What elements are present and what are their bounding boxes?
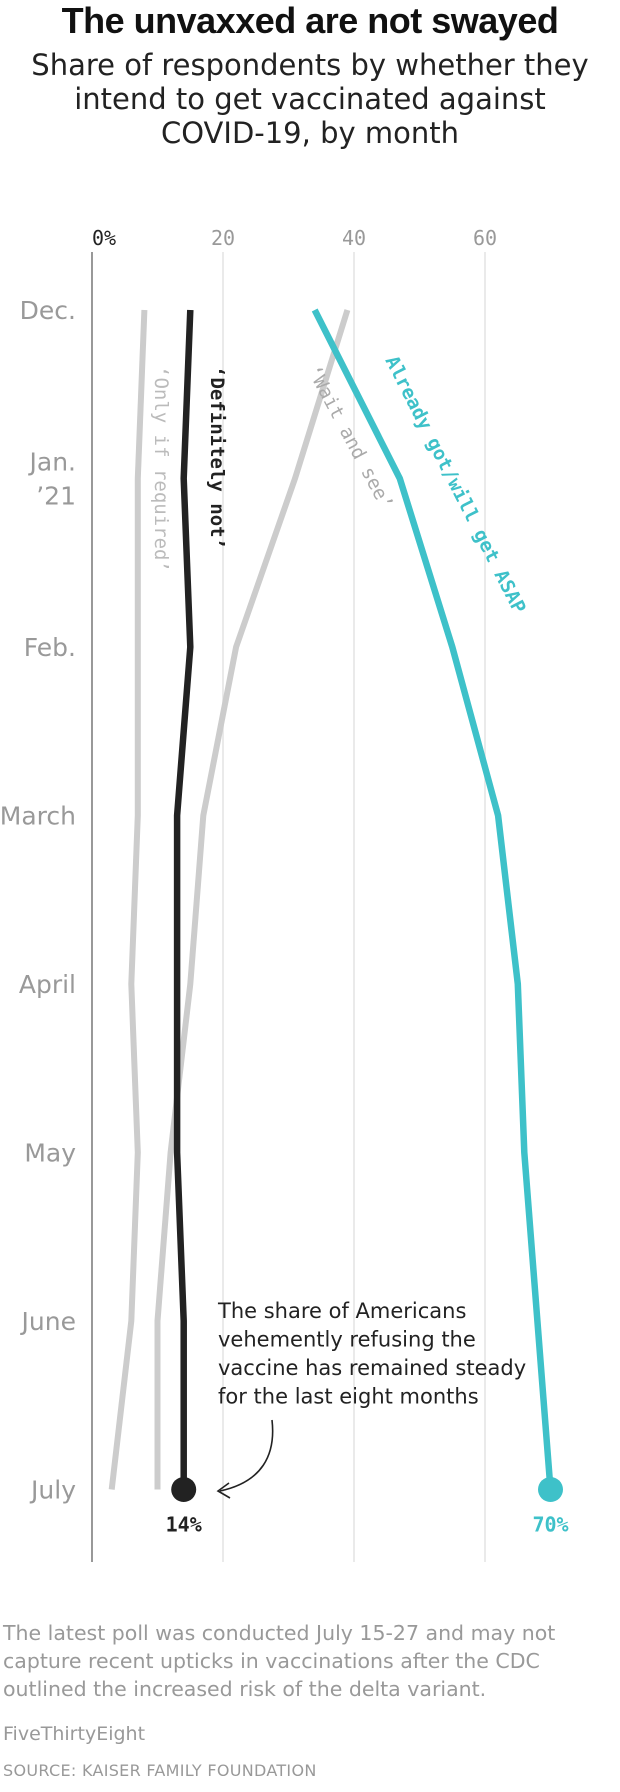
- series-line-2: [173, 309, 194, 1490]
- annotation-arrow: [219, 1419, 274, 1492]
- annotation-line-0: The share of Americans: [217, 1299, 466, 1323]
- annotation-arrowhead: [216, 1482, 231, 1499]
- month-label-7-0: July: [29, 1476, 76, 1505]
- subtitle-line-1: Share of respondents by whether they: [31, 48, 589, 82]
- month-label-2-0: Feb.: [24, 633, 76, 662]
- x-tick-label-40: 40: [342, 226, 366, 250]
- x-tick-label-0: 0%: [92, 226, 116, 250]
- vaccine-intent-chart: 0% 20 40 60 Dec. Jan. ’21 Feb. March April May Jun…: [0, 226, 569, 1562]
- chart-subtitle: Share of respondents by whether they int…: [0, 48, 620, 150]
- month-labels: Dec. Jan. ’21 Feb. March April May June July: [0, 296, 76, 1505]
- month-label-6-0: June: [20, 1307, 76, 1336]
- series-label-0: ‘Only if required’: [150, 366, 172, 572]
- month-label-1-1: ’21: [36, 482, 76, 511]
- footnote: The latest poll was conducted July 15-27…: [3, 1621, 556, 1701]
- annotation-line-1: vehemently refusing the: [218, 1328, 476, 1352]
- chart-title: The unvaxxed are not swayed: [61, 0, 559, 41]
- month-label-3-0: March: [0, 802, 76, 831]
- end-value-label-2: 14%: [166, 1513, 202, 1537]
- series-lines: [108, 308, 563, 1502]
- series-line-1: [154, 309, 351, 1490]
- source-credit: SOURCE: KAISER FAMILY FOUNDATION: [3, 1761, 317, 1780]
- x-axis-ticks: 0% 20 40 60: [92, 226, 497, 250]
- series-line-0: [108, 309, 148, 1490]
- end-value-label-3: 70%: [532, 1513, 568, 1537]
- annotation-line-3: for the last eight months: [218, 1385, 479, 1409]
- subtitle-line-3: COVID-19, by month: [160, 116, 459, 150]
- month-label-1-0: Jan.: [28, 448, 76, 477]
- subtitle-line-2: intend to get vaccinated against: [74, 82, 546, 116]
- month-label-5-0: May: [24, 1139, 76, 1168]
- annotation: The share of Americans vehemently refusin…: [216, 1299, 526, 1499]
- brand-credit: FiveThirtyEight: [3, 1723, 146, 1745]
- annotation-line-2: vaccine has remained steady: [218, 1356, 526, 1380]
- x-tick-label-60: 60: [473, 226, 497, 250]
- series-label-2: ‘Definitely not’: [206, 366, 228, 549]
- x-tick-label-20: 20: [211, 226, 235, 250]
- end-dot-2: [171, 1477, 197, 1502]
- gridlines: [91, 252, 486, 1562]
- month-label-4-0: April: [19, 970, 76, 999]
- month-label-0-0: Dec.: [20, 296, 76, 325]
- series-line-3: [311, 308, 554, 1490]
- end-dot-3: [538, 1477, 563, 1502]
